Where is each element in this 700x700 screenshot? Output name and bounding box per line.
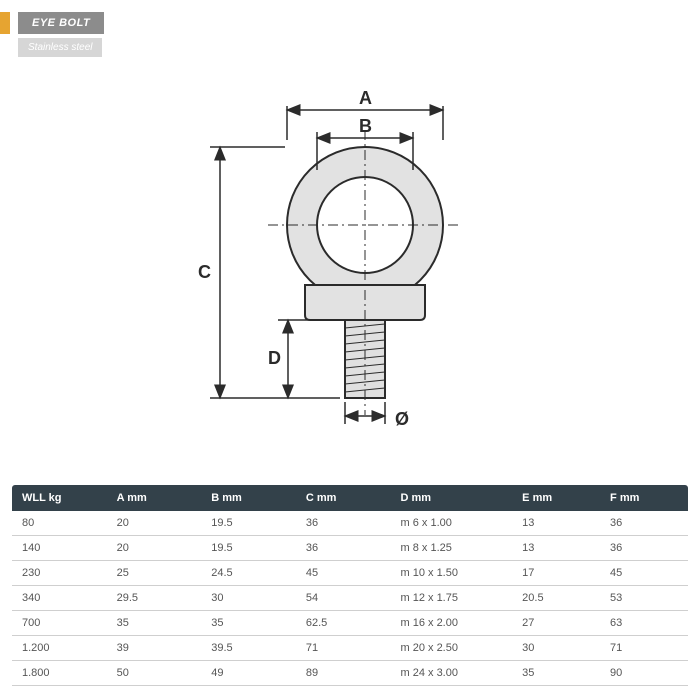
eye-bolt-diagram: A B C D Ø: [150, 80, 550, 460]
table-cell: 71: [296, 636, 391, 661]
table-cell: 36: [296, 536, 391, 561]
table-cell: 340: [12, 586, 107, 611]
table-cell: 49: [201, 661, 296, 686]
col-header: A mm: [107, 485, 202, 511]
table-cell: 45: [296, 561, 391, 586]
table-cell: 1.200: [12, 636, 107, 661]
table-cell: 36: [296, 511, 391, 536]
table-row: 700353562.5m 16 x 2.002763: [12, 611, 688, 636]
table-cell: 35: [201, 611, 296, 636]
table-cell: m 12 x 1.75: [391, 586, 513, 611]
table-cell: 19.5: [201, 536, 296, 561]
table-cell: 80: [12, 511, 107, 536]
table-cell: 53: [600, 586, 688, 611]
table-cell: 29.5: [107, 586, 202, 611]
table-cell: 62.5: [296, 611, 391, 636]
table-cell: m 20 x 2.50: [391, 636, 513, 661]
subtitle-badge: Stainless steel: [18, 38, 102, 57]
table-cell: 39.5: [201, 636, 296, 661]
table-cell: 35: [512, 661, 600, 686]
table-cell: 35: [107, 611, 202, 636]
col-header: E mm: [512, 485, 600, 511]
table-cell: 24.5: [201, 561, 296, 586]
table-cell: m 24 x 3.00: [391, 661, 513, 686]
table-cell: 45: [600, 561, 688, 586]
dim-label-b: B: [359, 116, 372, 136]
col-header: B mm: [201, 485, 296, 511]
col-header: F mm: [600, 485, 688, 511]
table-cell: 39: [107, 636, 202, 661]
table-cell: 54: [296, 586, 391, 611]
table-cell: 17: [512, 561, 600, 586]
table-cell: 36: [600, 511, 688, 536]
table-cell: 30: [201, 586, 296, 611]
table-cell: 19.5: [201, 511, 296, 536]
table-cell: 13: [512, 511, 600, 536]
table-row: 1402019.536m 8 x 1.251336: [12, 536, 688, 561]
dim-label-a: A: [359, 88, 372, 108]
table-cell: 36: [600, 536, 688, 561]
title-badge: EYE BOLT: [18, 12, 104, 34]
table-row: 802019.536m 6 x 1.001336: [12, 511, 688, 536]
table-cell: m 10 x 1.50: [391, 561, 513, 586]
table-cell: 20: [107, 511, 202, 536]
dim-label-d: D: [268, 348, 281, 368]
table-row: 34029.53054m 12 x 1.7520.553: [12, 586, 688, 611]
table-cell: m 16 x 2.00: [391, 611, 513, 636]
table-cell: 20.5: [512, 586, 600, 611]
table-cell: m 6 x 1.00: [391, 511, 513, 536]
table-cell: 140: [12, 536, 107, 561]
accent-bar: [0, 12, 10, 34]
table-cell: 1.800: [12, 661, 107, 686]
table-cell: 27: [512, 611, 600, 636]
table-cell: 30: [512, 636, 600, 661]
table-cell: 50: [107, 661, 202, 686]
table-row: 2302524.545m 10 x 1.501745: [12, 561, 688, 586]
table-header-row: WLL kg A mm B mm C mm D mm E mm F mm: [12, 485, 688, 511]
table-cell: m 8 x 1.25: [391, 536, 513, 561]
table-cell: 25: [107, 561, 202, 586]
table-cell: 63: [600, 611, 688, 636]
col-header: C mm: [296, 485, 391, 511]
table-cell: 20: [107, 536, 202, 561]
table-cell: 89: [296, 661, 391, 686]
col-header: D mm: [391, 485, 513, 511]
table-cell: 71: [600, 636, 688, 661]
dim-label-diam: Ø: [395, 409, 409, 429]
table-cell: 90: [600, 661, 688, 686]
header: EYE BOLT: [0, 12, 104, 34]
table-cell: 13: [512, 536, 600, 561]
dim-label-c: C: [198, 262, 211, 282]
table-cell: 700: [12, 611, 107, 636]
table-row: 1.800504989m 24 x 3.003590: [12, 661, 688, 686]
spec-table: WLL kg A mm B mm C mm D mm E mm F mm 802…: [12, 485, 688, 686]
table-cell: 230: [12, 561, 107, 586]
table-row: 1.2003939.571m 20 x 2.503071: [12, 636, 688, 661]
col-header: WLL kg: [12, 485, 107, 511]
